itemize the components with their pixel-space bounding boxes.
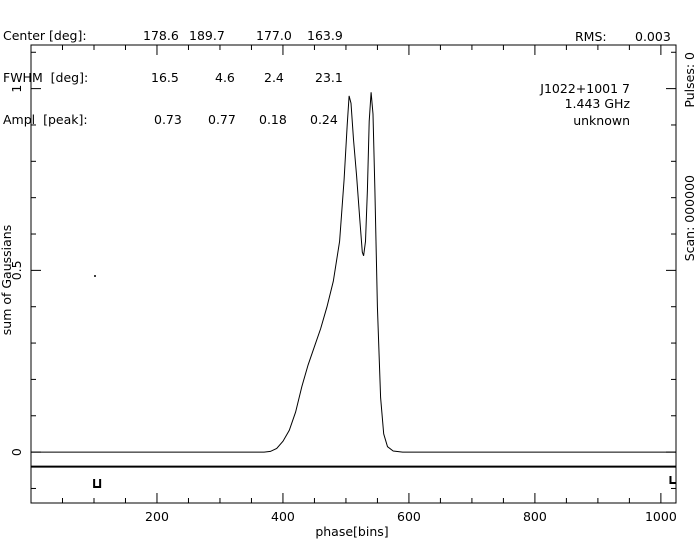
stats-value: 163.9 [307, 28, 343, 43]
x-tick-label: 400 [271, 509, 295, 524]
x-tick-label: 1000 [645, 509, 677, 524]
baseline-end-marker [669, 476, 677, 484]
stats-label: Center [deg]: [3, 28, 87, 43]
stray-dot [94, 275, 96, 277]
plot-frame [30, 44, 677, 504]
rms-value: 0.003 [635, 29, 671, 44]
stats-value: 0.24 [310, 112, 338, 127]
stats-value: 189.7 [189, 28, 225, 43]
stats-value: 23.1 [315, 70, 343, 85]
stats-value: 177.0 [256, 28, 292, 43]
source-label: J1022+1001 7 [539, 81, 630, 96]
scan-label: Scan: 000000 [682, 175, 697, 261]
stats-value: 178.6 [143, 28, 179, 43]
y-tick-label: 1 [9, 85, 24, 93]
baseline-start-marker [93, 479, 102, 488]
stats-value: 0.77 [208, 112, 236, 127]
tick-labels: 200 400 600 800 1000 0 0.5 1 [9, 85, 677, 524]
stats-row-center: Center [deg]: 178.6 189.7 177.0 163.9 [3, 29, 343, 43]
stats-value: 0.18 [259, 112, 287, 127]
stats-table: Center [deg]: 178.6 189.7 177.0 163.9 FW… [3, 1, 343, 141]
y-tick-label: 0.5 [9, 260, 24, 280]
tick-marks [31, 45, 676, 503]
stats-value: 16.5 [151, 70, 179, 85]
stats-value: 4.6 [215, 70, 235, 85]
baseline-markers [93, 476, 677, 488]
extra-label: unknown [573, 113, 630, 128]
rms-label: RMS: [575, 29, 607, 44]
x-tick-label: 600 [397, 509, 421, 524]
stats-label: Ampl [peak]: [3, 112, 88, 127]
x-tick-label: 200 [145, 509, 169, 524]
stats-row-fwhm: FWHM [deg]: 16.5 4.6 2.4 23.1 [3, 71, 343, 85]
stats-row-ampl: Ampl [peak]: 0.73 0.77 0.18 0.24 [3, 113, 338, 127]
pulses-label: Pulses: 0 [682, 52, 697, 108]
x-tick-label: 800 [523, 509, 547, 524]
y-tick-label: 0 [9, 448, 24, 456]
frequency-label: 1.443 GHz [565, 96, 631, 111]
profile-curve [31, 92, 676, 453]
stats-value: 2.4 [264, 70, 284, 85]
y-axis-label: sum of Gaussians [0, 225, 14, 335]
stats-label: FWHM [deg]: [3, 70, 89, 85]
x-axis-label: phase[bins] [315, 524, 388, 539]
stats-value: 0.73 [154, 112, 182, 127]
